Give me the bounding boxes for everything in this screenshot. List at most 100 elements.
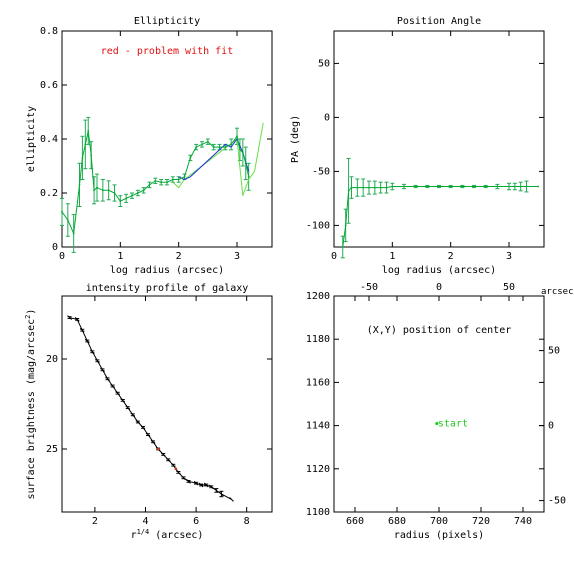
intensity-problem-point <box>174 467 178 471</box>
position-angle-point <box>403 185 405 188</box>
x-tick-label: 8 <box>244 516 250 527</box>
ellipticity-point <box>61 211 63 213</box>
ellipticity-point <box>119 200 122 203</box>
y-tick-label: 50 <box>318 58 330 69</box>
ellipticity-point <box>177 178 180 181</box>
intensity-point-tick <box>229 497 234 502</box>
y-tick-label: 1140 <box>306 421 330 432</box>
x-tick-label: 740 <box>514 516 532 527</box>
x-tick-label: 1 <box>117 251 123 262</box>
position-angle-point <box>373 186 376 189</box>
top-arcsec-tick-label: -50 <box>360 282 378 293</box>
x-tick-label: 4 <box>142 516 148 527</box>
center-x-ticks: 660 680 700 720 740 <box>346 296 532 527</box>
ellipticity-point <box>206 140 209 143</box>
intensity-profile-panel: intensity profile of galaxy r1/4 (arcsec… <box>24 283 273 541</box>
ellipticity-point <box>87 130 90 132</box>
position-angle-point <box>379 186 382 189</box>
right-arcsec-tick-label: -50 <box>548 496 566 507</box>
ellipticity-y-axis-label: ellipticity <box>26 106 37 172</box>
ellipticity-point <box>72 232 75 235</box>
position-angle-point <box>473 185 475 188</box>
position-angle-point <box>513 185 516 188</box>
ellipticity-point <box>101 189 104 192</box>
ellipticity-annotation: red - problem with fit <box>101 46 233 57</box>
ellipticity-data <box>60 116 264 253</box>
ellipticity-point <box>136 192 139 194</box>
ellipticity-point <box>247 175 250 178</box>
y-tick-label: 0 <box>52 242 58 253</box>
position-angle-y-axis-label: PA (deg) <box>290 115 301 163</box>
intensity-x-ticks: 2 4 6 8 <box>92 296 250 527</box>
ellipticity-point <box>212 146 215 149</box>
ellipticity-point <box>81 157 84 159</box>
ellipticity-point <box>236 135 238 138</box>
position-angle-point <box>496 185 499 188</box>
ellipticity-point <box>195 146 198 149</box>
ellipticity-y-ticks: 0 0.2 0.4 0.6 0.8 <box>40 26 272 253</box>
right-arcsec-tick-label: 50 <box>548 346 560 357</box>
top-arcsec-tick-label: 50 <box>503 282 515 293</box>
y-tick-label: -100 <box>306 220 330 231</box>
intensity-x-axis-label: r1/4 (arcsec) <box>131 528 204 541</box>
ellipticity-point <box>241 151 244 154</box>
ellipticity-point <box>66 219 69 221</box>
ellipticity-point <box>224 146 227 149</box>
y-tick-label: 0.4 <box>40 134 58 145</box>
y-tick-label: -50 <box>312 166 330 177</box>
x-tick-label: 660 <box>346 516 364 527</box>
intensity-y-axis-label: surface brightness (mag/arcsec2) <box>24 309 37 500</box>
ellipticity-point <box>78 184 81 186</box>
x-tick-label: 700 <box>430 516 448 527</box>
x-tick-label: 680 <box>388 516 406 527</box>
ellipticity-panel: Ellipticity log radius (arcsec) elliptic… <box>26 16 273 276</box>
y-tick-label: 25 <box>46 444 58 455</box>
ellipticity-title: Ellipticity <box>134 16 200 27</box>
x-tick-label: 6 <box>193 516 199 527</box>
ellipticity-x-axis-label: log radius (arcsec) <box>110 265 224 276</box>
ellipticity-series-line-0 <box>61 130 250 236</box>
x-tick-label: 2 <box>176 251 182 262</box>
position-angle-point <box>449 185 452 188</box>
position-angle-point <box>525 185 528 188</box>
intensity-data <box>67 315 234 502</box>
ellipticity-point <box>244 162 247 165</box>
position-angle-point <box>356 186 359 189</box>
position-angle-point <box>391 185 394 188</box>
center-point <box>435 421 439 426</box>
y-tick-label: 0 <box>324 112 330 123</box>
center-top-arcsec-ticks: -50 0 50 <box>360 282 515 301</box>
ellipticity-point <box>84 143 87 146</box>
ellipticity-point <box>218 146 221 149</box>
x-tick-label: 2 <box>92 516 98 527</box>
ellipticity-point <box>239 148 241 151</box>
center-annotation: (X,Y) position of center <box>367 325 512 336</box>
x-tick-label: 2 <box>448 251 454 262</box>
position-angle-point <box>537 185 540 188</box>
intensity-plot-frame <box>61 295 273 513</box>
x-tick-label: 0 <box>331 251 337 262</box>
arcsec-corner-label: arcsec <box>541 287 574 297</box>
position-angle-point <box>350 186 353 189</box>
position-angle-point <box>368 186 370 189</box>
ellipticity-point <box>166 181 168 184</box>
intensity-problem-point <box>156 447 160 451</box>
position-angle-y-ticks: -100 -50 0 50 <box>306 58 544 231</box>
x-tick-label: 3 <box>506 251 512 262</box>
center-x-axis-label: radius (pixels) <box>394 530 484 541</box>
position-angle-point <box>362 186 365 189</box>
ellipticity-point <box>131 194 133 197</box>
position-angle-point <box>484 185 487 188</box>
position-angle-title: Position Angle <box>397 16 481 27</box>
ellipticity-point <box>201 143 203 146</box>
x-tick-label: 1 <box>389 251 395 262</box>
ellipticity-point <box>154 179 157 182</box>
position-angle-point <box>426 185 429 188</box>
y-tick-label: 20 <box>46 354 58 365</box>
y-tick-label: 1200 <box>306 291 330 302</box>
ellipticity-point <box>142 189 145 192</box>
position-angle-point <box>519 185 522 188</box>
center-point-label: start <box>438 418 468 429</box>
